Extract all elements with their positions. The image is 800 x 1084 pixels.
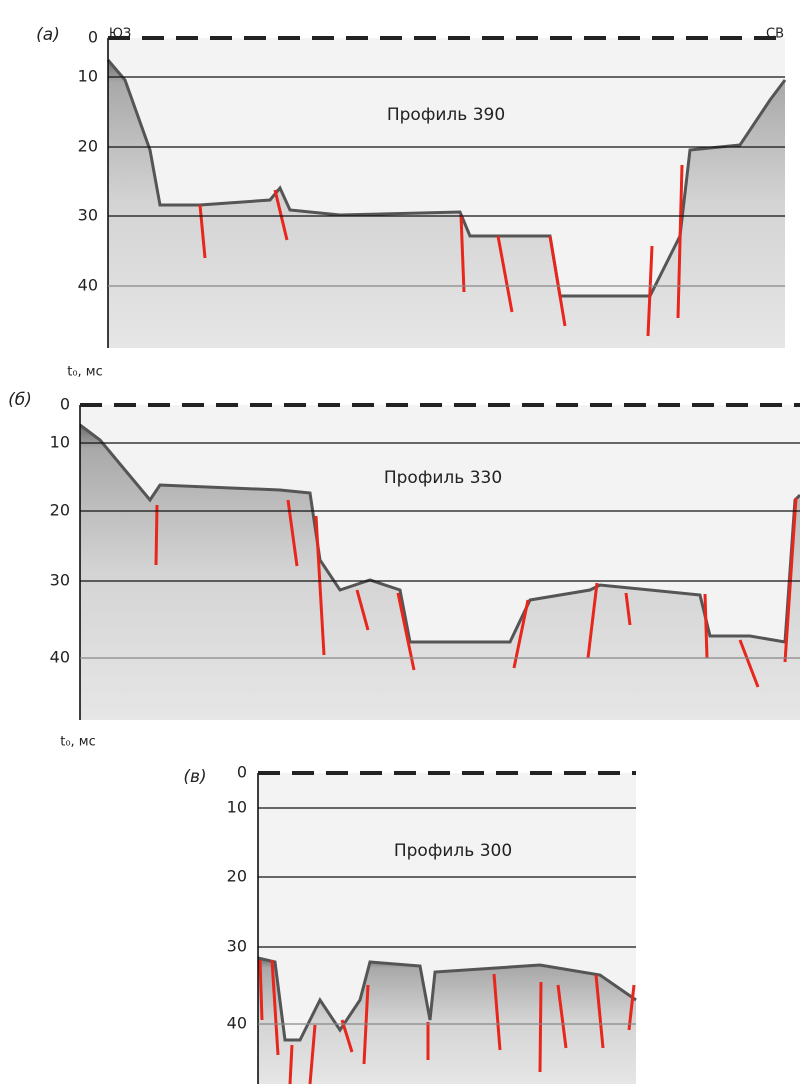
fault-line — [314, 515, 326, 656]
y-tick-label: 40 — [78, 276, 98, 295]
fault-line — [154, 504, 159, 566]
profile-title: Профиль 330 — [384, 468, 502, 488]
fault-line — [273, 189, 289, 241]
fault-line — [258, 959, 264, 1021]
fault-line — [703, 593, 709, 659]
seabed-reflector — [79, 423, 800, 644]
fault-line — [594, 974, 605, 1049]
fault-line — [308, 1024, 317, 1084]
fault-line — [676, 164, 684, 319]
profile-title: Профиль 300 — [394, 841, 512, 861]
y-tick-label: 40 — [50, 648, 70, 667]
y-tick-label: 10 — [78, 67, 98, 86]
fault-line — [556, 984, 568, 1049]
fault-line — [738, 639, 760, 688]
fault-line — [198, 204, 207, 259]
direction-label: ЮЗ — [109, 27, 131, 42]
profile-title: Профиль 390 — [387, 105, 505, 125]
fault-line — [538, 981, 543, 1073]
fault-line — [492, 973, 502, 1051]
y-tick-label: 0 — [88, 28, 98, 47]
fault-line — [512, 599, 530, 669]
axis-label: t₀, мс — [67, 365, 103, 380]
fault-line — [624, 592, 632, 626]
fault-line — [355, 589, 370, 631]
seabed-reflector — [257, 956, 637, 1042]
seismic-profile — [257, 773, 637, 1084]
seabed-reflector — [106, 59, 787, 298]
seismic-profile — [79, 405, 800, 720]
fault-line — [496, 235, 514, 313]
axis-label: t₀, мс — [60, 735, 96, 750]
y-tick-label: 20 — [78, 137, 98, 156]
fault-line — [783, 497, 798, 663]
seabed — [108, 60, 785, 348]
fault-line — [459, 214, 466, 293]
seismic-profile — [106, 38, 787, 348]
panel-label: (в) — [183, 767, 206, 787]
fault-line — [627, 984, 636, 1031]
direction-label: СВ — [766, 27, 784, 42]
fault-line — [646, 245, 654, 337]
panel-label: (а) — [36, 25, 60, 45]
y-tick-label: 30 — [78, 206, 98, 225]
y-tick-label: 30 — [227, 937, 247, 956]
y-tick-label: 10 — [50, 433, 70, 452]
fault-line — [396, 592, 416, 671]
y-tick-label: 20 — [50, 501, 70, 520]
y-tick-label: 0 — [60, 395, 70, 414]
y-tick-label: 10 — [227, 798, 247, 817]
seabed — [80, 425, 800, 720]
fault-line — [586, 582, 599, 659]
y-tick-label: 0 — [237, 763, 247, 782]
fault-line — [340, 1019, 354, 1053]
fault-line — [288, 1044, 294, 1084]
y-tick-label: 30 — [50, 571, 70, 590]
fault-line — [270, 959, 280, 1056]
y-tick-label: 40 — [227, 1014, 247, 1033]
fault-line — [548, 235, 567, 327]
y-tick-label: 20 — [227, 867, 247, 886]
panel-label: (б) — [8, 390, 32, 410]
